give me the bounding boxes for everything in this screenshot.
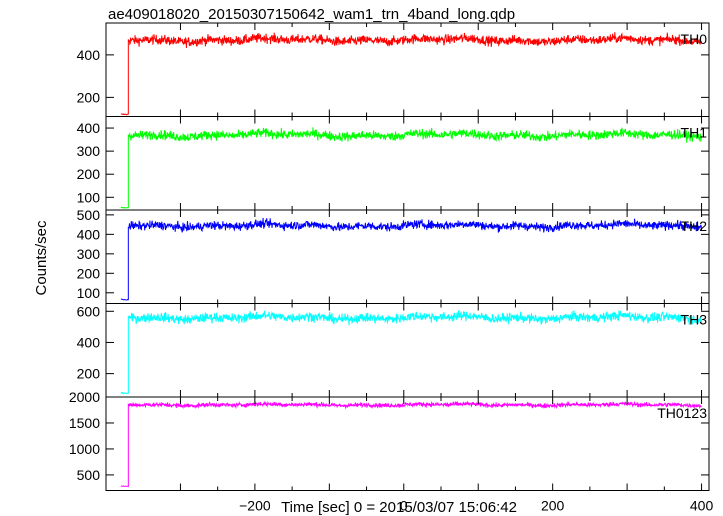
x-tick-label: −200 (239, 498, 271, 514)
series-label: TH0 (681, 31, 708, 47)
x-tick-label: 0 (400, 498, 408, 514)
y-tick-label: 100 (77, 285, 101, 301)
series-line-th0123 (120, 400, 702, 488)
y-tick-label: 1000 (69, 441, 100, 457)
series-label: TH2 (681, 218, 708, 234)
y-tick-label: 400 (77, 120, 101, 136)
series-label: TH0123 (657, 405, 707, 421)
y-tick-label: 1500 (69, 415, 100, 431)
panel-group: 200 400 TH0 100 200 300 400 TH1 100 200 300 400 500 T… (69, 22, 714, 514)
y-tick-label: 300 (77, 143, 101, 159)
chart-title: ae409018020_20150307150642_wam1_trn_4ban… (108, 6, 515, 23)
y-tick-label: 500 (77, 467, 101, 483)
y-tick-label: 200 (77, 166, 101, 182)
y-axis-label: Counts/sec (33, 220, 50, 296)
y-tick-label: 400 (77, 334, 101, 350)
y-tick-label: 400 (77, 47, 101, 63)
y-tick-label: 200 (77, 89, 101, 105)
panel-th0: 200 400 TH0 (77, 22, 710, 117)
x-axis-label: Time [sec] 0 = 2015/03/07 15:06:42 (281, 499, 517, 516)
panel-frame (105, 396, 710, 491)
y-tick-label: 400 (77, 226, 101, 242)
panel-th3: 200 400 600 TH3 (77, 303, 710, 398)
series-label: TH1 (681, 125, 708, 141)
y-tick-label: 200 (77, 366, 101, 382)
y-tick-label: 300 (77, 246, 101, 262)
y-tick-label: 2000 (69, 389, 100, 405)
panel-th2: 100 200 300 400 500 TH2 (77, 207, 710, 304)
panel-th0123: 500 1000 1500 2000 TH0123 (69, 389, 710, 491)
panel-frame (105, 116, 710, 211)
x-tick-label: 400 (690, 498, 714, 514)
series-line-th1 (120, 127, 703, 209)
series-label: TH3 (681, 312, 708, 328)
y-tick-label: 100 (77, 189, 101, 205)
series-line-th0 (120, 32, 703, 116)
panel-th1: 100 200 300 400 TH1 (77, 116, 710, 211)
y-tick-label: 200 (77, 265, 101, 281)
y-tick-label: 600 (77, 303, 101, 319)
y-tick-label: 500 (77, 207, 101, 223)
series-line-th2 (120, 217, 703, 301)
series-line-th3 (120, 309, 703, 395)
x-tick-label: 200 (541, 498, 565, 514)
